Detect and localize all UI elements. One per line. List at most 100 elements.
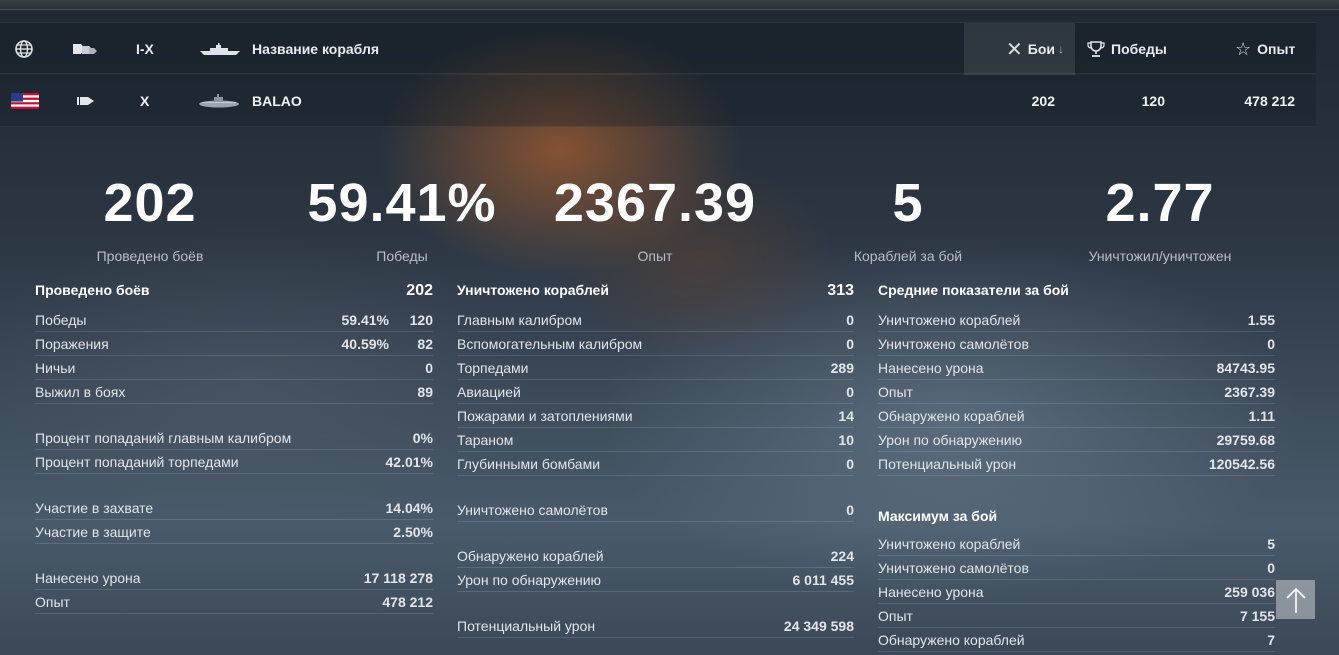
stat-row-capture: Участие в захвате 14.04%	[35, 496, 433, 520]
kills-head-label: Уничтожено кораблей	[457, 282, 609, 298]
stat-row-defense: Участие в защите 2.50%	[35, 520, 433, 544]
globe-icon	[15, 40, 33, 58]
stat-row-kills-secondary: Вспомогательным калибром 0	[457, 332, 854, 356]
table-row[interactable]: X BALAO 202 120 478 212	[0, 75, 1316, 127]
stat-value: 24 349 598	[783, 618, 854, 634]
stat-value: 6 011 455	[792, 572, 854, 588]
battles-cell: 202	[1031, 93, 1055, 109]
summary-kd-value: 2.77	[1105, 173, 1215, 233]
stat-value: 224	[830, 548, 854, 564]
summary-ships-per-battle: 5 Кораблей за бой	[808, 170, 1008, 264]
stat-label: Опыт	[878, 608, 913, 624]
stat-value: 289	[830, 360, 854, 376]
summary-wins-label: Победы	[376, 248, 428, 264]
stat-row-wins: Победы 59.41% 120	[35, 308, 433, 332]
stat-label: Торпедами	[457, 360, 529, 376]
stats-column-general: Проведено боёв 202 Победы 59.41% 120 Пор…	[35, 278, 433, 614]
stat-value: 14.04%	[385, 500, 433, 516]
stat-value: 89	[417, 384, 433, 400]
submarine-class-icon	[77, 97, 94, 105]
ship-name-header[interactable]: Название корабля	[252, 41, 380, 57]
stat-label: Потенциальный урон	[457, 618, 596, 634]
nation-cell	[11, 75, 39, 127]
summary-wins-value: 59.41%	[307, 173, 497, 233]
avg-row: Уничтожено кораблей 1.55	[878, 308, 1275, 332]
usa-flag-icon	[11, 93, 39, 109]
top-strip	[0, 0, 1339, 10]
stat-label: Ничьи	[35, 360, 76, 376]
stat-percent: 40.59%	[341, 336, 389, 352]
summary-exp-value: 2367.39	[553, 173, 757, 233]
wins-header[interactable]: Победы	[1087, 23, 1167, 75]
avg-row: Опыт 2367.39	[878, 380, 1275, 404]
stat-label: Участие в захвате	[35, 500, 154, 516]
stat-label: Уничтожено кораблей	[878, 536, 1021, 552]
battles-header[interactable]: ✕ Бои ↓	[1006, 23, 1064, 75]
general-head-label: Проведено боёв	[35, 282, 150, 298]
stat-value: 0	[846, 336, 854, 352]
stat-row-kills-depth: Глубинными бомбами 0	[457, 452, 854, 476]
avg-row: Урон по обнаружению 29759.68	[878, 428, 1275, 452]
stat-label: Тараном	[457, 432, 514, 448]
stat-label: Уничтожено самолётов	[878, 560, 1029, 576]
stat-value: 29759.68	[1216, 432, 1275, 448]
stat-row-kills-ram: Тараном 10	[457, 428, 854, 452]
stat-label: Обнаружено кораблей	[878, 408, 1025, 424]
stat-value: 0	[846, 502, 854, 518]
exp-header[interactable]: ☆ Опыт	[1235, 23, 1295, 75]
stat-value: 7	[1267, 632, 1275, 648]
stat-value: 82	[417, 336, 433, 352]
stat-row-kills-aviation: Авиацией 0	[457, 380, 854, 404]
stat-value: 42.01%	[385, 454, 433, 470]
ship-name-cell: BALAO	[252, 93, 302, 109]
tier-header[interactable]: I-X	[136, 41, 154, 57]
stat-row-spot-damage: Урон по обнаружению 6 011 455	[457, 568, 854, 592]
stat-value: 17 118 278	[363, 570, 433, 586]
avg-row: Уничтожено самолётов 0	[878, 332, 1275, 356]
stat-value: 14	[838, 408, 854, 424]
crossed-swords-icon: ✕	[1006, 38, 1023, 61]
stat-label: Нанесено урона	[878, 360, 984, 376]
summary-battles: 202 Проведено боёв	[50, 170, 250, 264]
summary-battles-value: 202	[103, 173, 197, 233]
stat-label: Урон по обнаружению	[457, 572, 602, 588]
stat-row-survived: Выжил в боях 89	[35, 380, 433, 404]
stat-label: Уничтожено самолётов	[878, 336, 1029, 352]
summary-ships-per-battle-value: 5	[892, 173, 924, 233]
summary-battles-label: Проведено боёв	[96, 248, 204, 264]
avg-head-label: Средние показатели за бой	[878, 282, 1069, 298]
max-row: Уничтожено самолётов 0	[878, 556, 1275, 580]
class-cell	[77, 75, 95, 127]
wins-cell: 120	[1141, 93, 1165, 109]
stat-value: 2.50%	[393, 524, 433, 540]
stat-value: 2367.39	[1224, 384, 1275, 400]
stat-row-planes: Уничтожено самолётов 0	[457, 498, 854, 522]
stat-row-draws: Ничьи 0	[35, 356, 433, 380]
stat-label: Глубинными бомбами	[457, 456, 601, 472]
stat-value: 5	[1267, 536, 1275, 552]
stat-label: Опыт	[878, 384, 913, 400]
stat-label: Поражения	[35, 336, 109, 352]
trophy-icon	[1087, 41, 1105, 57]
stat-percent: 59.41%	[341, 312, 389, 328]
summary-kd-label: Уничтожил/уничтожен	[1088, 248, 1232, 264]
stat-row-losses: Поражения 40.59% 82	[35, 332, 433, 356]
scroll-to-top-button[interactable]	[1276, 580, 1315, 619]
summary-stats: 202 Проведено боёв 59.41% Победы 2367.39…	[0, 170, 1339, 265]
general-head-value: 202	[406, 282, 433, 299]
stat-label: Уничтожено кораблей	[878, 312, 1021, 328]
avg-row: Потенциальный урон 120542.56	[878, 452, 1275, 476]
stat-label: Победы	[35, 312, 87, 328]
stat-value: 0	[846, 312, 854, 328]
type-filter[interactable]	[72, 23, 98, 75]
wins-header-label: Победы	[1111, 41, 1167, 57]
max-row: Опыт 7 155	[878, 604, 1275, 628]
nation-filter[interactable]	[14, 23, 34, 75]
ship-image-cell	[198, 75, 240, 127]
summary-exp: 2367.39 Опыт	[545, 170, 765, 264]
stat-label: Нанесено урона	[878, 584, 984, 600]
kills-head: Уничтожено кораблей 313	[457, 278, 854, 308]
sort-arrow-down-icon: ↓	[1058, 42, 1064, 56]
battles-header-label: Бои	[1027, 41, 1055, 57]
stat-row-exp: Опыт 478 212	[35, 590, 433, 614]
